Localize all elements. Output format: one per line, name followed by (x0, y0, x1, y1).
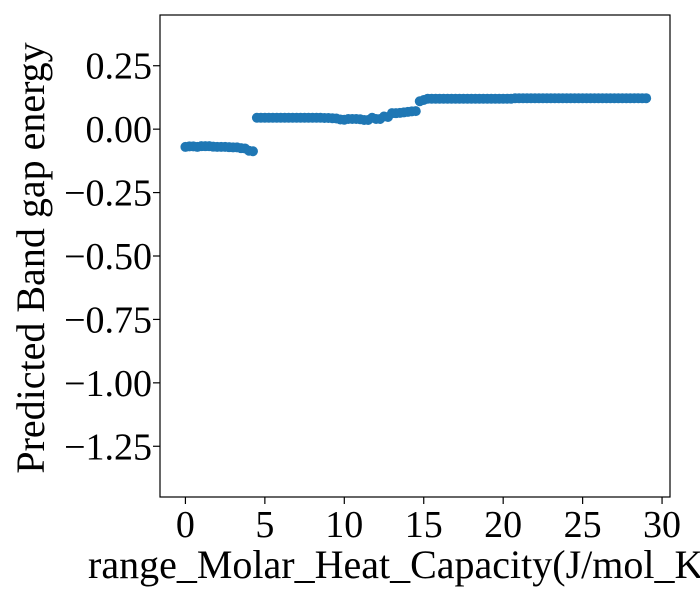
data-point (641, 93, 652, 104)
x-tick-label: 10 (325, 504, 363, 546)
y-axis-label: Predicted Band gap energy (8, 42, 53, 473)
data-point (247, 146, 258, 157)
data-points (180, 93, 652, 157)
x-tick-label: 30 (643, 504, 681, 546)
x-tick-label: 15 (405, 504, 443, 546)
x-tick-label: 25 (564, 504, 602, 546)
y-tick-label: 0.00 (86, 109, 153, 151)
y-tick-label: −0.25 (64, 173, 152, 215)
x-tick-label: 5 (255, 504, 274, 546)
y-tick-label: −1.00 (64, 363, 152, 405)
y-tick-label: 0.25 (86, 46, 153, 88)
x-tick-label: 20 (484, 504, 522, 546)
x-tick-label: 0 (176, 504, 195, 546)
data-point (410, 106, 421, 117)
y-tick-label: −0.75 (64, 299, 152, 341)
y-tick-label: −0.50 (64, 236, 152, 278)
y-tick-label: −1.25 (64, 426, 152, 468)
x-axis-ticks: 0 5 10 15 20 25 30 (176, 497, 681, 546)
y-axis-ticks: 0.25 0.00 −0.25 −0.50 −0.75 −1.00 −1.25 (64, 46, 160, 468)
x-axis-label: range_Molar_Heat_Capacity(J/mol_K) (88, 542, 700, 587)
